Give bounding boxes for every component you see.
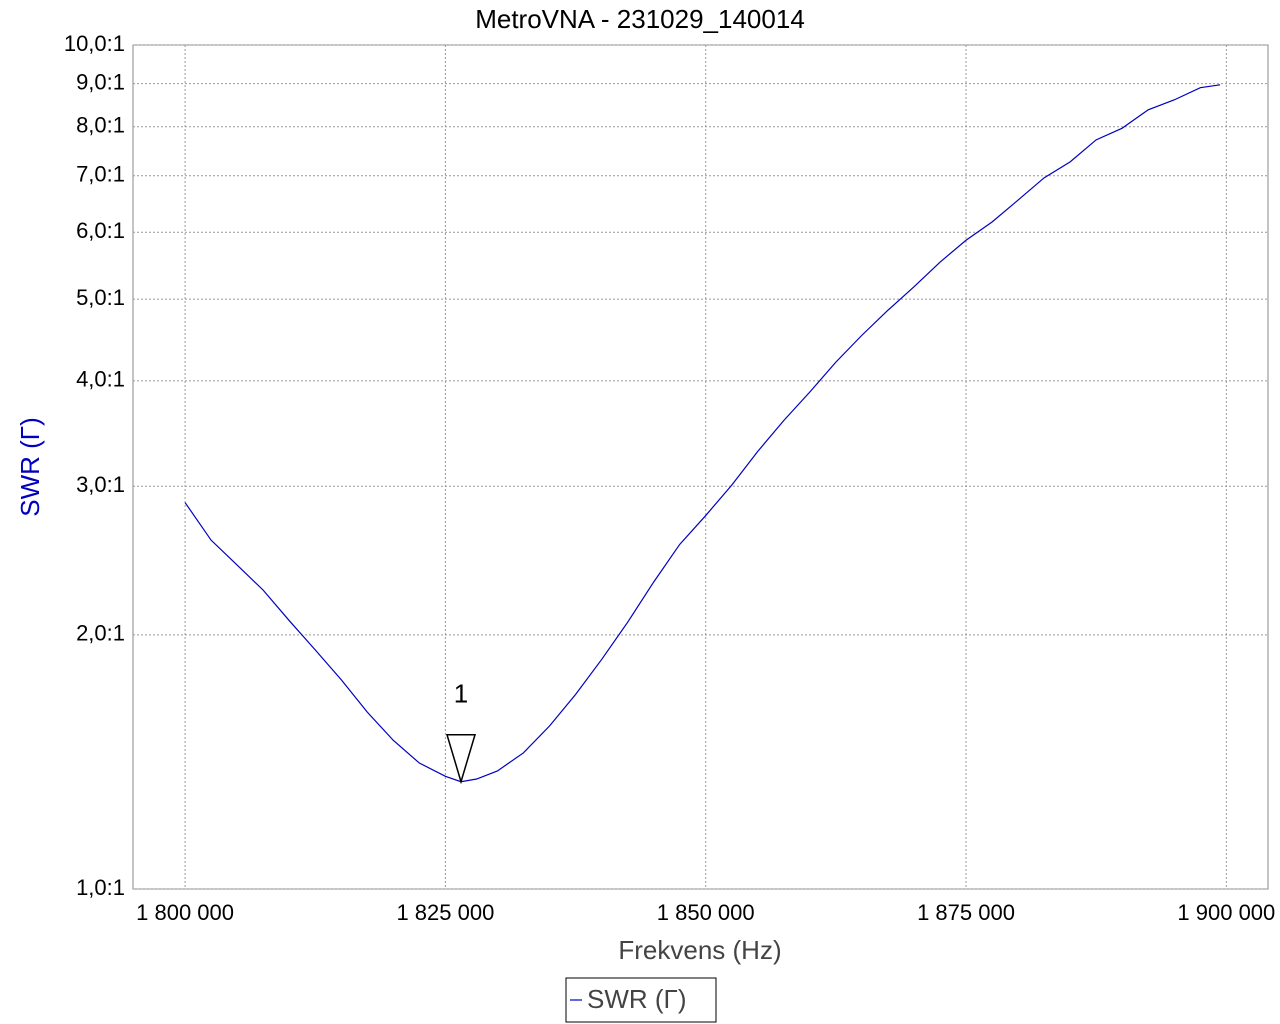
- y-tick-label: 2,0:1: [76, 621, 125, 646]
- y-tick-label: 5,0:1: [76, 285, 125, 310]
- y-tick-label: 3,0:1: [76, 472, 125, 497]
- y-tick-label: 10,0:1: [64, 31, 125, 56]
- legend-label: SWR (Γ): [587, 984, 687, 1014]
- chart-title: MetroVNA - 231029_140014: [475, 4, 805, 34]
- legend: [565, 977, 717, 1023]
- marker-label: 1: [454, 679, 468, 709]
- x-tick-label: 1 900 000: [1177, 900, 1275, 925]
- y-tick-label: 8,0:1: [76, 113, 125, 138]
- y-tick-label: 9,0:1: [76, 69, 125, 94]
- y-tick-label: 7,0:1: [76, 162, 125, 187]
- y-tick-label: 4,0:1: [76, 367, 125, 392]
- series-line: [184, 84, 1221, 783]
- y-tick-label: 1,0:1: [76, 875, 125, 900]
- y-axis-label: SWR (Γ): [15, 417, 45, 517]
- plot-area: [132, 44, 1269, 890]
- x-axis-label: Frekvens (Hz): [618, 935, 781, 965]
- x-tick-label: 1 800 000: [136, 900, 234, 925]
- y-tick-label: 6,0:1: [76, 218, 125, 243]
- x-tick-label: 1 825 000: [396, 900, 494, 925]
- x-tick-label: 1 850 000: [657, 900, 755, 925]
- marker: [445, 733, 477, 785]
- x-tick-label: 1 875 000: [917, 900, 1015, 925]
